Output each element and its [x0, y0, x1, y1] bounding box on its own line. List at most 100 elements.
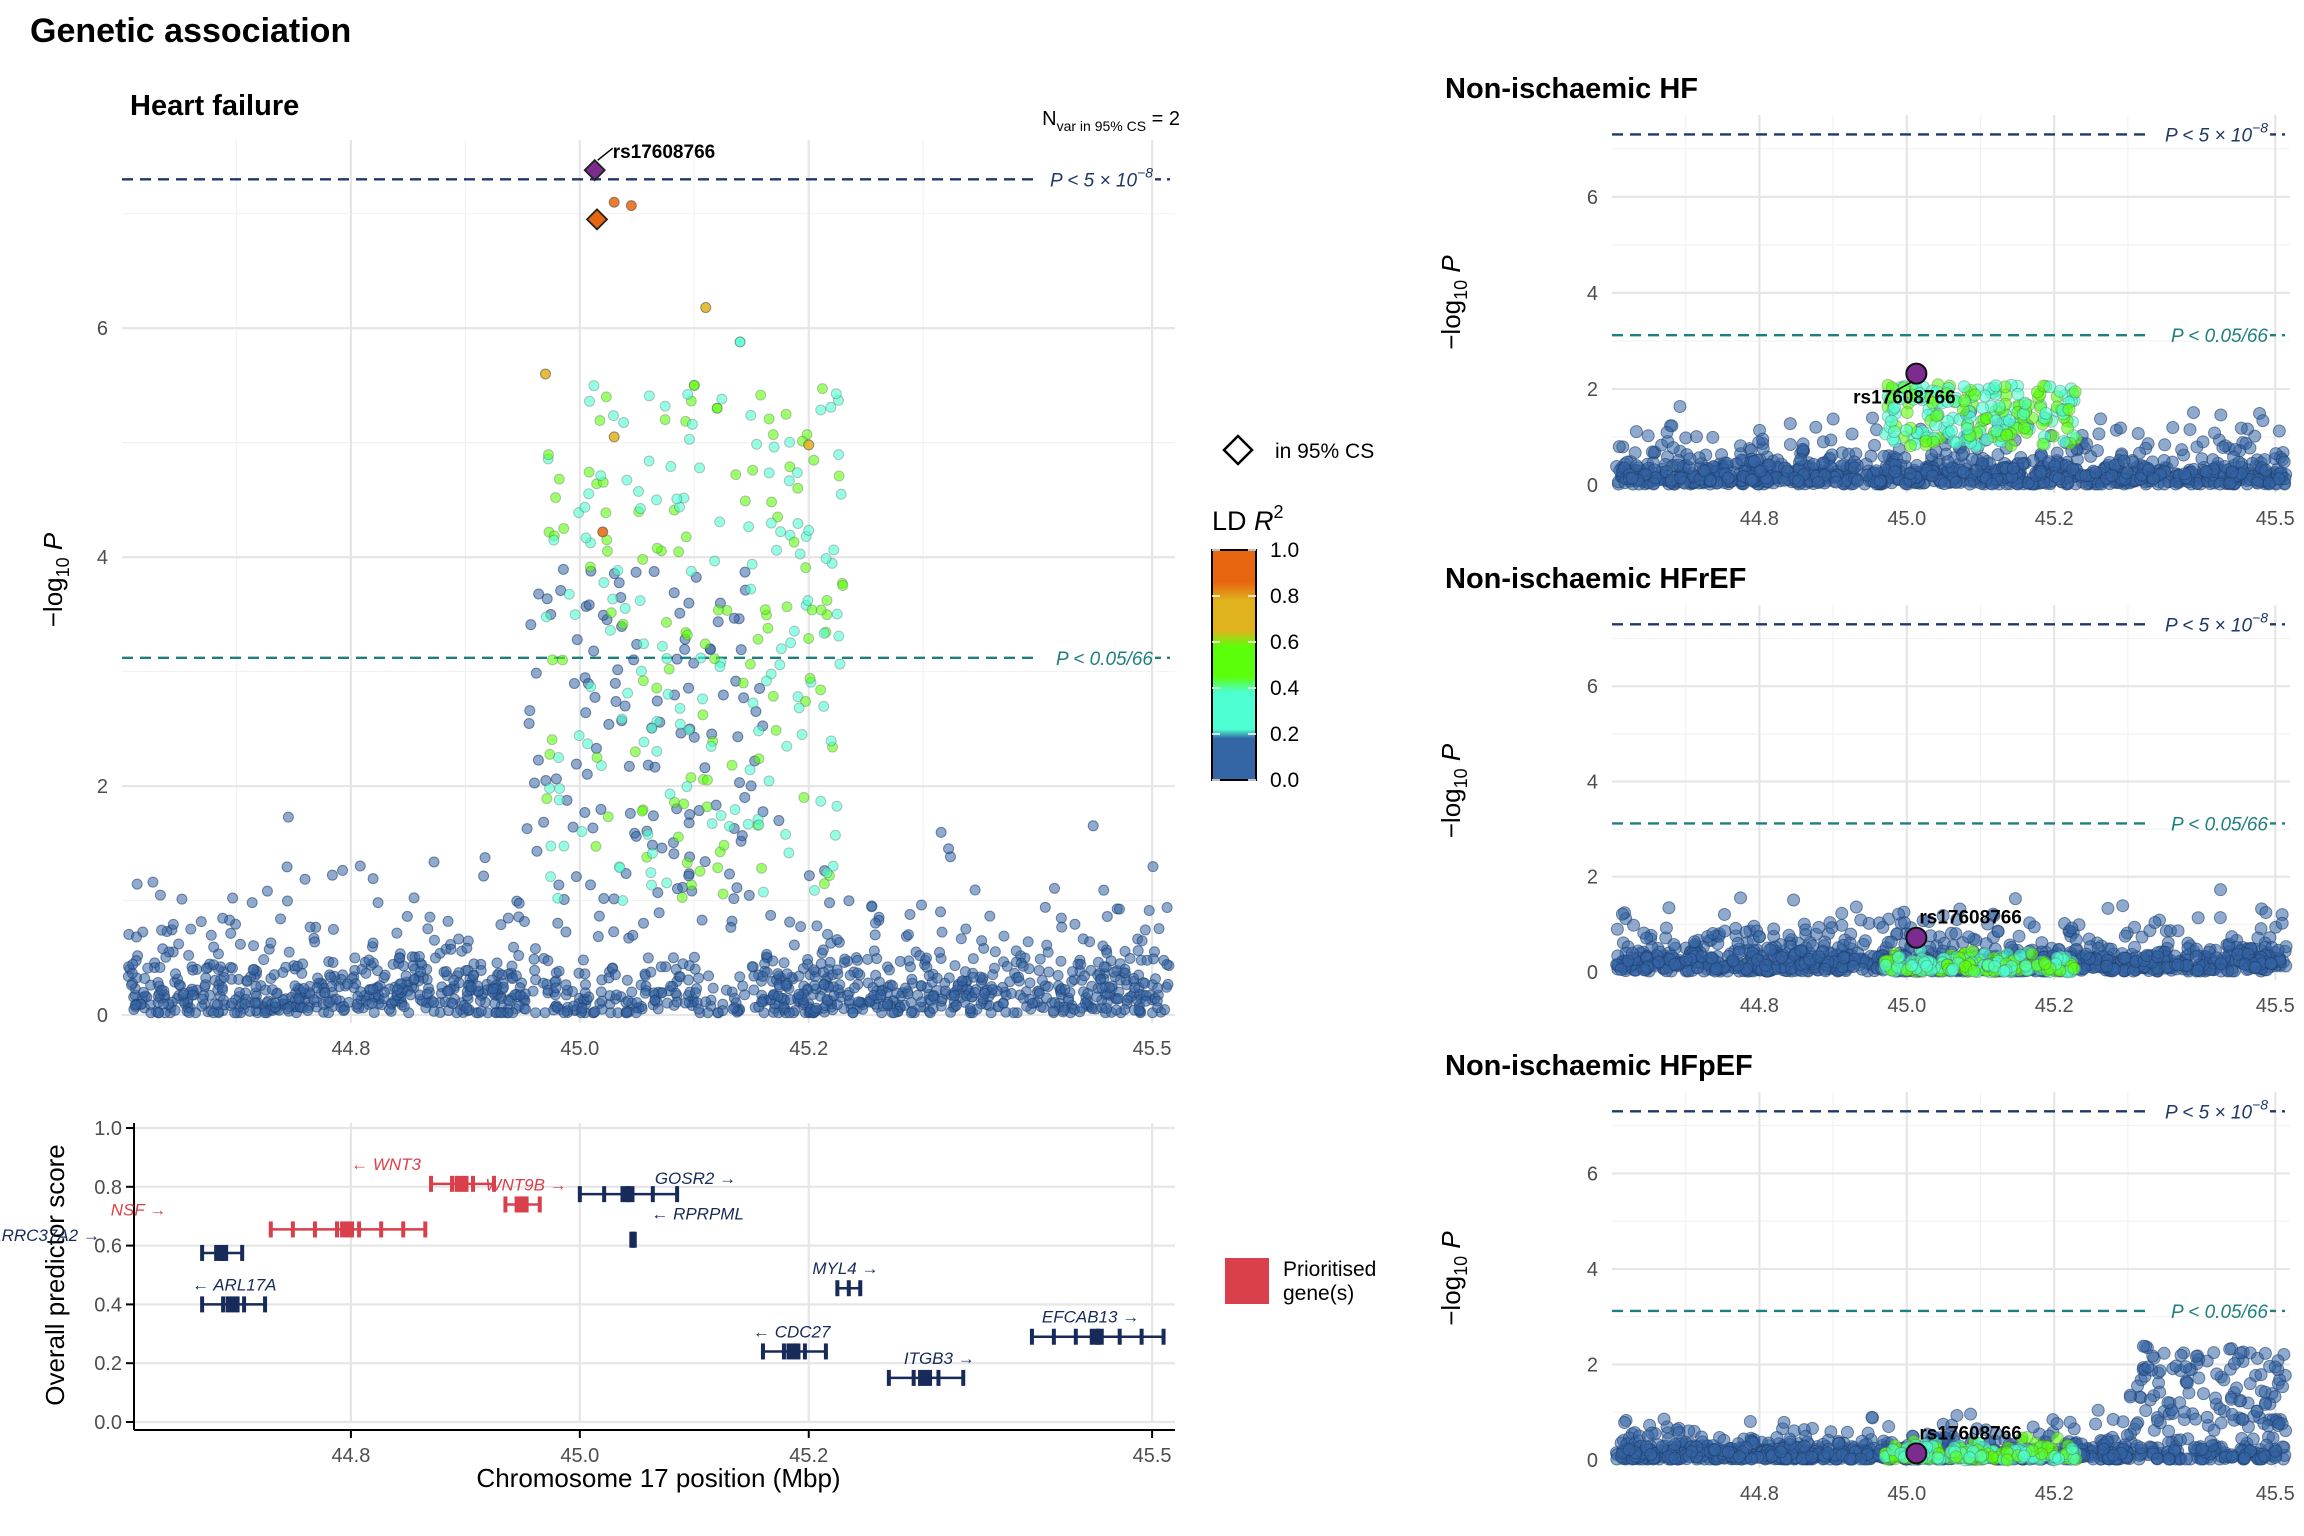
variant-point	[1949, 476, 1963, 490]
variant-point	[125, 979, 137, 991]
variant-point	[216, 984, 228, 996]
variant-point	[413, 951, 425, 963]
variant-point	[1752, 930, 1766, 944]
variant-point-ld	[637, 553, 649, 565]
variant-point	[1925, 469, 1939, 483]
variant-point-ld	[753, 753, 765, 765]
variant-point	[1679, 431, 1693, 445]
variant-point	[1659, 921, 1673, 935]
variant-point-ld	[716, 393, 728, 405]
y-tick-label: 4	[1587, 771, 1598, 793]
variant-point	[969, 884, 981, 896]
variant-point	[1775, 951, 1789, 965]
variant-point-ld	[706, 818, 718, 830]
variant-point	[205, 929, 217, 941]
variant-point	[523, 717, 535, 729]
variant-point	[1152, 982, 1164, 994]
variant-point-ld	[642, 828, 654, 840]
variant-point	[461, 942, 473, 954]
variant-point	[1153, 923, 1165, 935]
variant-point	[851, 954, 863, 966]
variant-point-ld	[602, 811, 614, 823]
variant-point-ld	[831, 608, 843, 620]
variant-point	[1039, 901, 1051, 913]
variant-point	[655, 961, 667, 973]
variant-point	[1141, 954, 1153, 966]
variant-point	[393, 952, 405, 964]
variant-point	[934, 946, 946, 958]
variant-point	[608, 926, 620, 938]
variant-point	[2105, 468, 2119, 482]
variant-point	[1151, 995, 1163, 1007]
variant-point	[530, 1007, 542, 1019]
variant-point-ld	[558, 840, 570, 852]
variant-point	[1679, 953, 1693, 967]
variant-point-ld	[726, 759, 738, 771]
variant-point	[699, 856, 711, 868]
variant-point	[2158, 438, 2172, 452]
variant-point	[552, 917, 564, 929]
variant-point	[2151, 950, 2165, 964]
variant-point	[298, 983, 310, 995]
variant-point	[1837, 951, 1851, 965]
variant-point	[2069, 933, 2083, 947]
variant-point	[765, 909, 777, 921]
variant-point	[367, 983, 379, 995]
variant-point	[1718, 924, 1732, 938]
variant-point-ld	[651, 542, 663, 554]
variant-point-ld	[820, 553, 832, 565]
variant-point-ld	[681, 629, 693, 641]
variant-point	[324, 996, 336, 1008]
variant-point-ld	[1945, 424, 1959, 438]
variant-point-ld	[697, 709, 709, 721]
variant-point	[1963, 477, 1977, 491]
variant-point-ld	[825, 401, 837, 413]
variant-point	[568, 677, 580, 689]
variant-point	[976, 935, 988, 947]
variant-point	[1614, 963, 1628, 977]
variant-point	[1867, 438, 1881, 452]
variant-point	[1903, 467, 1917, 481]
variant-point-ld	[547, 654, 559, 666]
variant-point	[649, 761, 661, 773]
variant-point	[2171, 958, 2185, 972]
panel-title: Heart failure	[130, 90, 299, 122]
variant-point	[1119, 945, 1131, 957]
variant-point	[570, 871, 582, 883]
variant-point	[649, 995, 661, 1007]
variant-point	[984, 910, 996, 922]
variant-point	[2248, 960, 2262, 974]
variant-point	[2178, 467, 2192, 481]
variant-point	[1709, 962, 1723, 976]
variant-point	[1673, 471, 1687, 485]
variant-point	[824, 897, 836, 909]
variant-point	[227, 892, 239, 904]
variant-point	[1782, 928, 1796, 942]
variant-point	[529, 943, 541, 955]
variant-point	[2114, 421, 2128, 435]
variant-point-ld	[694, 462, 706, 474]
variant-point	[1824, 433, 1838, 447]
variant-point-ld	[818, 878, 830, 890]
variant-point-ld	[755, 389, 767, 401]
variant-point	[1098, 961, 1110, 973]
variant-point-ld	[1905, 959, 1919, 973]
variant-point	[392, 984, 404, 996]
cs-count-annotation: Nvar in 95% CS = 2	[1042, 108, 1180, 134]
lead-snp-label: rs17608766	[1919, 908, 2022, 929]
variant-point	[2250, 476, 2264, 490]
variant-point	[2139, 1404, 2153, 1418]
variant-point	[246, 897, 258, 909]
variant-point	[1036, 974, 1048, 986]
variant-point-ld	[590, 840, 602, 852]
variant-point	[756, 996, 768, 1008]
variant-point-ld	[681, 781, 693, 793]
variant-point	[157, 998, 169, 1010]
variant-point	[1807, 457, 1821, 471]
variant-point-ld	[1967, 964, 1981, 978]
variant-point-ld	[646, 722, 658, 734]
x-tick-label: 45.5	[1133, 1038, 1172, 1060]
variant-point	[595, 986, 607, 998]
variant-point	[725, 921, 737, 933]
